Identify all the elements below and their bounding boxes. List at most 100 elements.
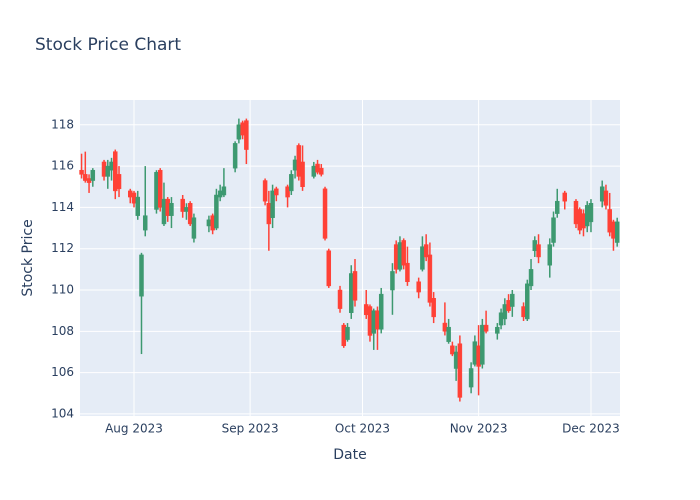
candle-body: [472, 341, 478, 365]
y-tick-label: 104: [51, 406, 74, 420]
candle-body: [206, 219, 212, 227]
candle-body: [573, 200, 579, 225]
candle-body: [210, 215, 215, 231]
candle-body: [423, 244, 429, 258]
candle-body: [139, 254, 144, 297]
candle-body: [157, 169, 163, 208]
candle-body: [547, 244, 553, 266]
chart-title: Stock Price Chart: [35, 35, 181, 55]
candle-body: [420, 246, 425, 270]
candle-body: [502, 304, 508, 320]
candle-body: [588, 203, 594, 223]
candle-body: [274, 188, 279, 196]
candle-body: [390, 271, 395, 291]
x-tick-label: Sep 2023: [222, 422, 279, 436]
candle-body: [506, 300, 511, 311]
x-tick-label: Oct 2023: [335, 422, 390, 436]
candle-body: [161, 198, 167, 225]
candle-body: [468, 368, 474, 388]
candle-body: [536, 244, 541, 258]
candle-body: [221, 186, 227, 196]
candle-body: [154, 172, 159, 210]
candle-body: [191, 217, 197, 239]
candle-body: [555, 200, 560, 214]
candle-body: [240, 122, 245, 136]
candle-body: [476, 345, 481, 367]
candle-body: [180, 198, 185, 212]
y-axis-title: Stock Price: [20, 219, 36, 296]
y-tick-label: 112: [51, 241, 74, 255]
x-tick-label: Aug 2023: [105, 422, 163, 436]
y-tick-label: 116: [51, 159, 74, 173]
candle-body: [79, 169, 84, 175]
candle-body: [266, 203, 272, 225]
candle-body: [510, 293, 515, 307]
candle-body: [128, 190, 133, 198]
candle-body: [341, 324, 347, 347]
candle-body: [109, 161, 114, 171]
candle-body: [397, 242, 403, 270]
candle-body: [345, 326, 350, 340]
candle-body: [244, 120, 249, 150]
candle-body: [214, 194, 219, 229]
candle-body: [378, 293, 384, 330]
candle-body: [232, 143, 238, 169]
candle-body: [300, 161, 305, 187]
candle-body: [393, 244, 399, 270]
candle-body: [521, 306, 526, 318]
candle-body: [165, 198, 170, 216]
y-tick-label: 114: [51, 200, 74, 214]
candle-body: [427, 254, 433, 303]
candle-body: [611, 221, 616, 239]
candle-body: [614, 221, 620, 243]
candle-body: [453, 351, 459, 369]
candle-body: [131, 192, 137, 204]
candle-body: [142, 215, 148, 231]
candle-body: [584, 205, 590, 227]
candle-body: [315, 163, 320, 173]
y-tick-label: 118: [51, 117, 74, 131]
candle-body: [270, 190, 275, 218]
candle-body: [495, 326, 500, 334]
y-tick-label: 110: [51, 283, 74, 297]
candle-body: [405, 262, 410, 283]
candle-body: [581, 213, 586, 229]
candle-body: [326, 250, 332, 287]
candle-body: [236, 124, 242, 140]
candle-body: [322, 188, 328, 239]
candle-body: [577, 209, 582, 231]
candle-body: [169, 203, 174, 216]
candle-body: [607, 209, 612, 233]
candle-body: [401, 240, 406, 266]
candle-body: [416, 281, 421, 293]
candle-body: [525, 283, 530, 320]
candle-body: [116, 174, 122, 190]
candle-body: [86, 178, 92, 183]
candle-body: [187, 203, 193, 225]
candle-body: [83, 174, 88, 181]
candle-body: [375, 310, 380, 330]
candle-body: [528, 269, 534, 287]
candle-body: [348, 273, 354, 313]
candle-body: [498, 312, 504, 326]
candle-body: [101, 161, 107, 177]
candle-body: [551, 217, 556, 243]
candle-body: [603, 190, 609, 206]
candle-body: [450, 345, 455, 355]
candle-body: [184, 207, 189, 212]
candle-body: [431, 298, 436, 318]
x-tick-label: Dec 2023: [562, 422, 620, 436]
candle-body: [532, 240, 538, 252]
candle-body: [599, 186, 605, 202]
candle-body: [311, 165, 317, 177]
candle-body: [289, 174, 294, 192]
candle-body: [480, 324, 485, 365]
candle-body: [363, 304, 369, 316]
candle-body: [446, 326, 451, 342]
candle-body: [262, 180, 268, 202]
candle-body: [337, 289, 343, 309]
y-tick-label: 108: [51, 324, 74, 338]
candle-body: [285, 186, 290, 198]
candle-body: [296, 145, 302, 177]
